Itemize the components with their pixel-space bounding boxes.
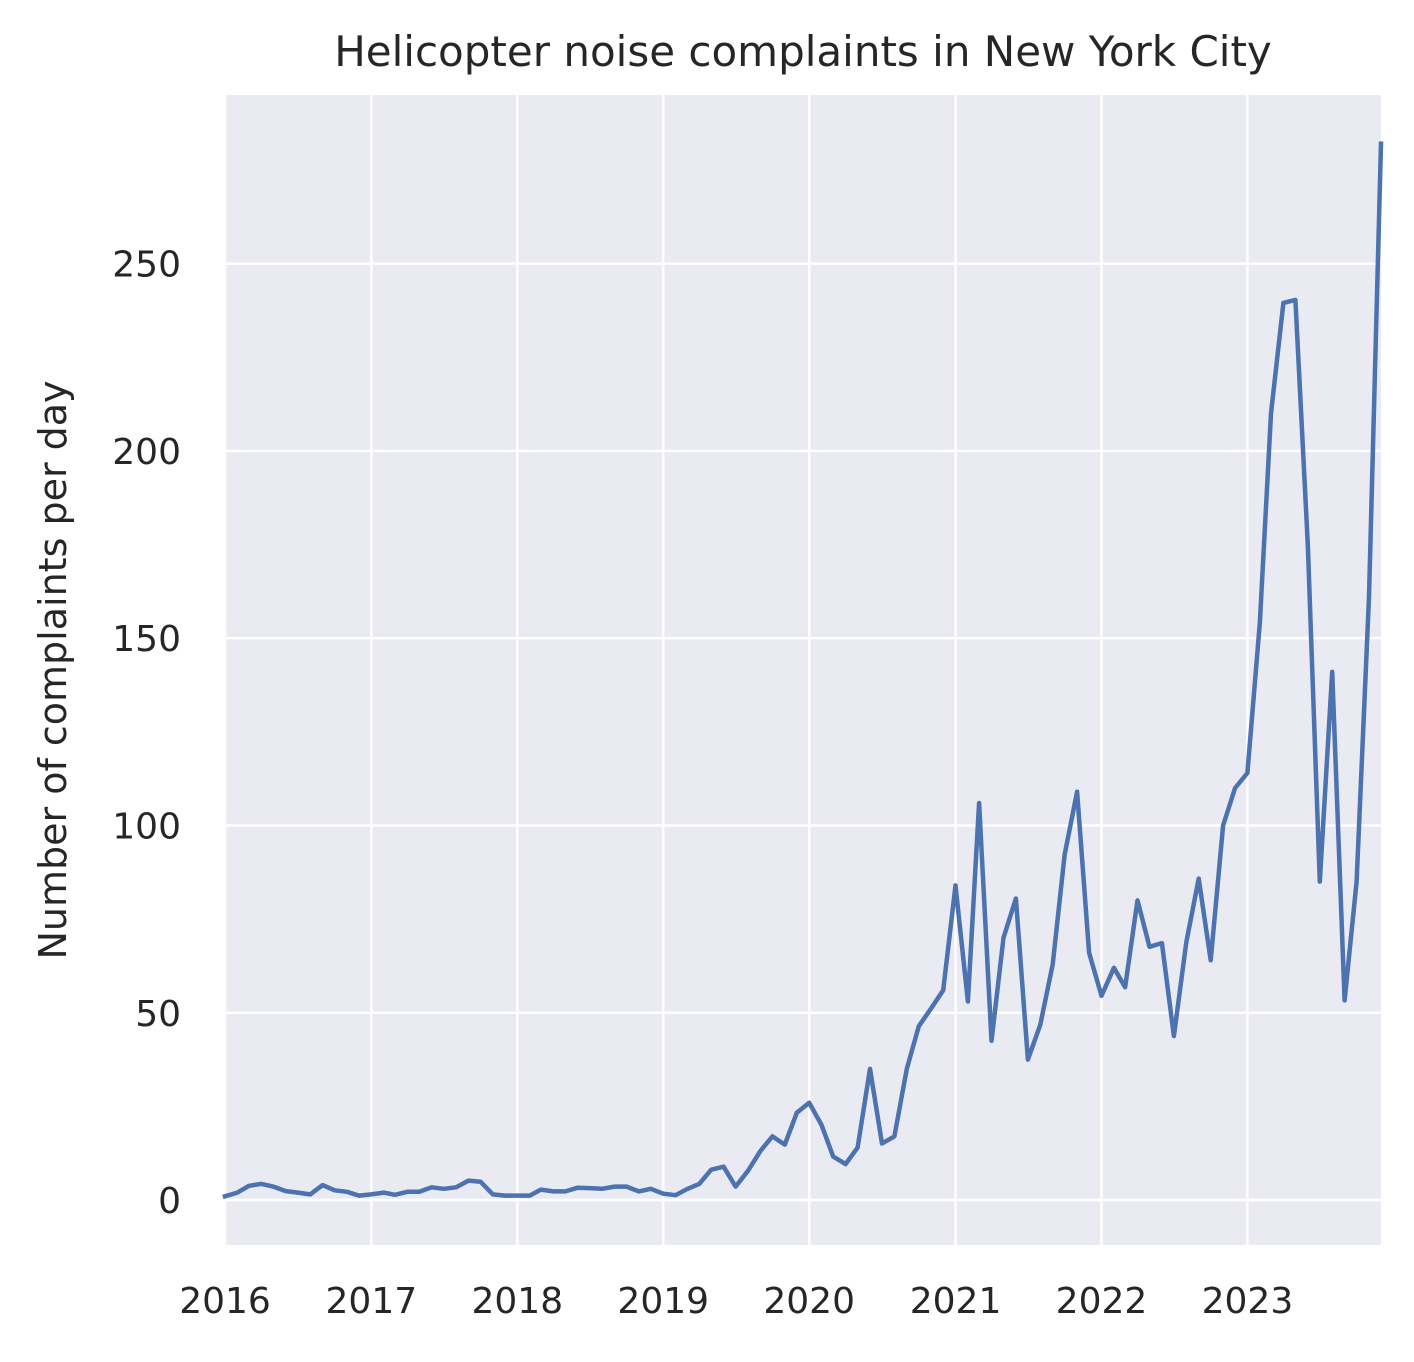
- y-axis-label: Number of complaints per day: [31, 380, 75, 959]
- x-tick-label: 2021: [910, 1281, 1002, 1322]
- y-tick-label: 100: [112, 806, 181, 847]
- x-tick-label: 2023: [1202, 1281, 1294, 1322]
- x-tick-label: 2018: [471, 1281, 563, 1322]
- chart-title: Helicopter noise complaints in New York …: [334, 27, 1272, 76]
- series-line: [222, 141, 1384, 1200]
- y-tick-label: 0: [158, 1181, 181, 1222]
- x-tick-label: 2019: [617, 1281, 709, 1322]
- y-tick-label: 50: [135, 994, 181, 1035]
- x-tick-label: 2020: [763, 1281, 855, 1322]
- x-tick-label: 2022: [1056, 1281, 1148, 1322]
- x-tick-label: 2017: [326, 1281, 418, 1322]
- y-tick-labels: 0 50 100 150 200 250: [112, 245, 181, 1222]
- series-lines: [222, 141, 1384, 1200]
- grid: [223, 95, 1381, 1245]
- plot-area: [225, 95, 1381, 1245]
- x-tick-label: 2016: [179, 1281, 271, 1322]
- y-tick-label: 150: [112, 619, 181, 660]
- x-tick-labels: 2016 2017 2018 2019 2020 2021 2022 2023: [179, 1281, 1293, 1322]
- y-tick-label: 200: [112, 432, 181, 473]
- y-tick-label: 250: [112, 245, 181, 286]
